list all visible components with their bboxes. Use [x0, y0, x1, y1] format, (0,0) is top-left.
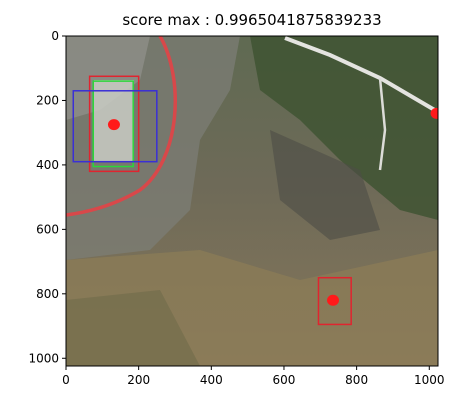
y-tick-label: 800 [36, 287, 59, 301]
x-tick-label: 800 [345, 373, 368, 387]
aerial-photo [66, 36, 438, 366]
x-tick-label: 200 [127, 373, 150, 387]
detection-point-2 [327, 294, 340, 306]
chart-title: score max : 0.9965041875839233 [122, 11, 381, 29]
detection-point-1 [107, 119, 120, 131]
detection-box-4 [317, 276, 352, 326]
x-axis: 0 200 400 600 800 1000 [62, 366, 445, 387]
detection-box-3 [72, 90, 158, 163]
y-axis: 0 200 400 600 800 1000 [28, 29, 66, 365]
x-tick-label: 0 [62, 373, 70, 387]
x-tick-label: 400 [200, 373, 223, 387]
y-tick-label: 200 [36, 93, 59, 107]
detection-point-3 [430, 107, 438, 119]
y-tick-label: 600 [36, 222, 59, 236]
detection-box-2 [92, 80, 134, 168]
y-tick-label: 1000 [28, 351, 59, 365]
x-tick-label: 600 [273, 373, 296, 387]
x-tick-label: 1000 [414, 373, 445, 387]
detection-points [107, 107, 438, 306]
detection-box-1 [88, 75, 140, 173]
y-tick-label: 0 [51, 29, 59, 43]
axes-frame [65, 35, 439, 367]
y-tick-label: 400 [36, 158, 59, 172]
detection-boxes [72, 75, 352, 326]
